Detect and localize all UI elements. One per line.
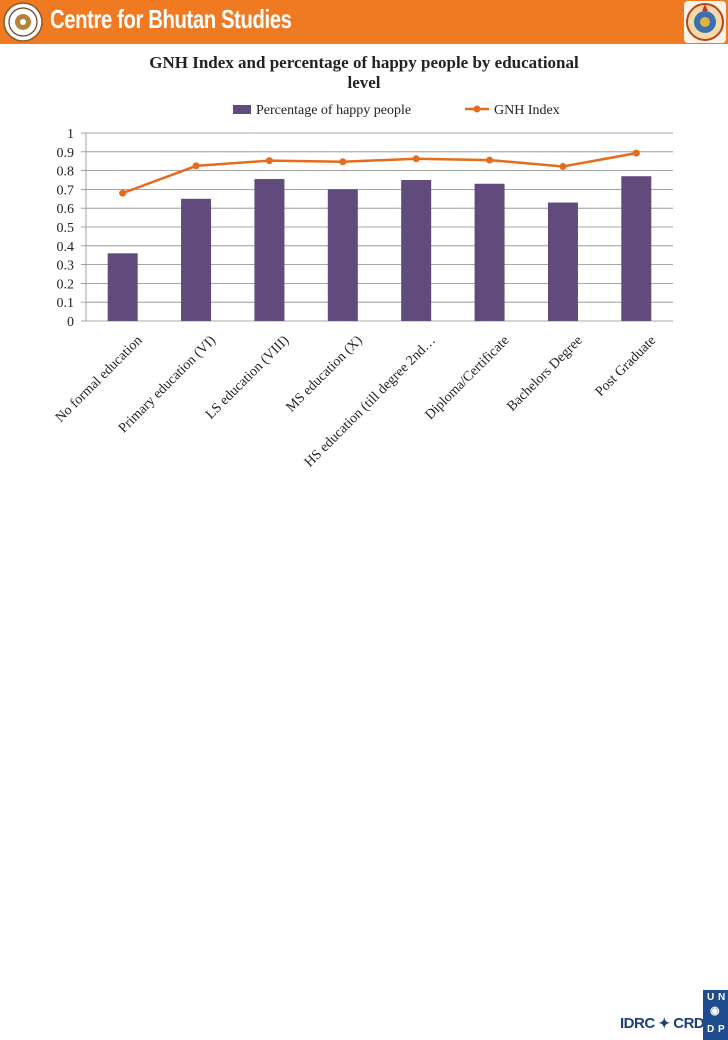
- bar: [327, 189, 358, 321]
- y-tick-label: 0.6: [57, 202, 75, 217]
- emblem-icon: [684, 1, 726, 43]
- idrc-text: IDRC: [620, 1015, 655, 1032]
- header-banner: Centre for Bhutan Studies: [0, 0, 728, 44]
- y-tick-label: 0.3: [57, 259, 75, 274]
- y-tick-label: 0.8: [57, 165, 75, 180]
- gnh-index-point: [412, 155, 420, 163]
- y-tick-label: 0: [67, 315, 74, 330]
- bar: [401, 180, 432, 321]
- line-series: [119, 149, 640, 197]
- chart-title-line-2: level: [347, 73, 380, 92]
- x-tick-label: LS education (VIII): [203, 333, 292, 422]
- gnh-index-point: [192, 162, 200, 170]
- y-tick-label: 1: [67, 127, 74, 142]
- gnh-index-line: [122, 151, 637, 195]
- gnh-index-point: [486, 156, 494, 164]
- gnh-index-point: [119, 189, 127, 197]
- legend-swatch-marker: [473, 105, 481, 113]
- y-tick-label: 0.4: [57, 240, 75, 255]
- y-tick-label: 0.9: [57, 146, 75, 161]
- x-tick-label: Post Graduate: [593, 333, 659, 399]
- chart-area: GNH Index and percentage of happy people…: [53, 53, 673, 470]
- footer: IDRC ✦ CRDI U N ◉ D P: [0, 494, 728, 1040]
- legend-label-line: GNH Index: [494, 103, 560, 118]
- gnh-index-point: [265, 157, 273, 165]
- undp-logo-icon: U N ◉ D P: [703, 990, 728, 1040]
- y-axis-ticks: 0 0.1 0.2 0.3 0.4 0.5 0.6 0.7 0.8 0.9 1: [57, 127, 75, 330]
- legend-swatch-bars: [233, 105, 251, 114]
- gnh-index-point: [339, 158, 347, 166]
- bar: [547, 202, 578, 321]
- y-tick-label: 0.2: [57, 277, 75, 292]
- chart-title-line-1: GNH Index and percentage of happy people…: [149, 53, 579, 72]
- gnh-index-point: [632, 149, 640, 157]
- header-title: Centre for Bhutan Studies: [50, 4, 292, 34]
- x-tick-label: HS education (till degree 2nd…: [302, 333, 439, 470]
- chart-legend: Percentage of happy people GNH Index: [233, 103, 560, 118]
- undp-letter-p: P: [718, 1024, 725, 1035]
- bar: [621, 176, 652, 321]
- gnh-index-point: [559, 162, 567, 170]
- cbs-logo-icon: [3, 2, 43, 42]
- undp-letter-u: U: [707, 992, 715, 1003]
- y-tick-label: 0.7: [57, 183, 75, 198]
- bar: [181, 198, 212, 321]
- legend-label-bars: Percentage of happy people: [256, 103, 411, 118]
- bar: [254, 179, 285, 321]
- bars-series: [107, 176, 652, 321]
- y-tick-label: 0.1: [57, 296, 75, 311]
- y-tick-label: 0.5: [57, 221, 75, 236]
- x-tick-label: Bachelors Degree: [505, 333, 586, 414]
- bar: [474, 183, 505, 321]
- idrc-logo-icon: IDRC ✦ CRDI: [620, 1015, 708, 1032]
- un-emblem-icon: ◉: [710, 1005, 720, 1017]
- bar: [107, 253, 138, 321]
- undp-letter-n: N: [718, 992, 726, 1003]
- undp-letter-d: D: [707, 1024, 715, 1035]
- x-tick-label: MS education (X): [284, 333, 366, 415]
